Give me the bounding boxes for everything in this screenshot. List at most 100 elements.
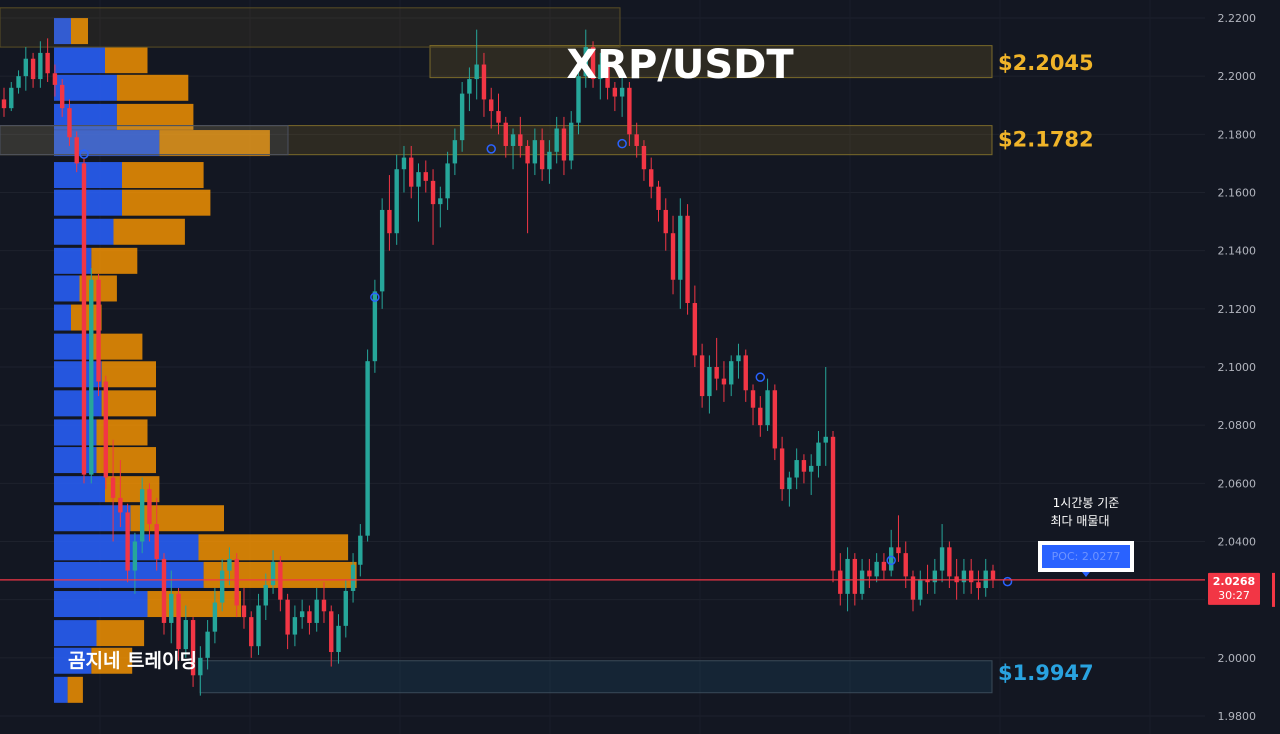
candle-body (241, 605, 247, 618)
poc-note-line2: 최다 매물대 (1050, 514, 1109, 528)
poc-pointer-icon (1082, 572, 1090, 577)
candle-body (765, 390, 770, 426)
candle-body (947, 547, 952, 577)
candle-body (779, 448, 785, 490)
y-tick-label: 2.1600 (1218, 187, 1257, 200)
level-zone-upper (0, 7, 621, 48)
markers (79, 138, 1013, 587)
candle-body (641, 145, 647, 170)
candle-body (925, 579, 930, 583)
candle-body (583, 47, 588, 77)
volume-profile-buy-bar (54, 620, 97, 647)
candle-body (89, 279, 94, 475)
candle-body (314, 599, 319, 623)
candle-body (888, 547, 894, 571)
candle-body (976, 582, 981, 589)
candle-body (219, 570, 225, 603)
candle-body (183, 620, 189, 650)
candle-body (678, 215, 683, 280)
candle-body (1, 99, 7, 109)
candle-body (249, 617, 254, 647)
volume-profile-sell-bar (113, 218, 185, 245)
candle-countdown: 30:27 (1218, 589, 1250, 602)
candle-body (430, 180, 436, 205)
watermark: 곰지네 트레이딩 (68, 650, 197, 672)
current-price-value: 2.0268 (1213, 575, 1255, 588)
candle-body (336, 625, 341, 653)
candle-body (627, 87, 632, 135)
candle-body (750, 390, 756, 408)
candle-body (910, 576, 916, 600)
candle-body (692, 303, 698, 356)
candle-body (365, 361, 370, 536)
poc-label: POC: 2.0277 (1052, 550, 1121, 563)
volume-profile-sell-bar (96, 620, 145, 647)
candle-body (481, 64, 487, 100)
volume-profile-sell-bar (91, 647, 133, 674)
volume-profile-sell-bar (130, 505, 224, 532)
candle-body (787, 477, 792, 490)
candle-body (67, 108, 72, 138)
candle-body (736, 355, 741, 362)
candle-body (125, 512, 130, 571)
signal-marker-icon (486, 144, 496, 154)
price-axis[interactable]: 2.2200 2.2000 2.1800 2.1600 2.1400 2.1200 2.10… (1218, 12, 1257, 723)
volume-profile-sell-bar (101, 390, 156, 417)
y-tick-label: 2.0600 (1218, 477, 1257, 490)
candle-body (350, 564, 356, 591)
current-price-tag: 2.0268 30:27 (1208, 572, 1275, 607)
volume-profile-sell-bar (91, 247, 138, 274)
candle-body (387, 209, 392, 234)
candle-body (9, 87, 14, 109)
candle-body (139, 489, 145, 542)
candle-body (961, 570, 967, 583)
volume-profile-buy-bar (54, 189, 122, 216)
candle-body (467, 79, 472, 94)
candle-body (278, 561, 283, 600)
volume-profile-sell-bar (159, 130, 270, 157)
volume-profile-sell-bar (122, 162, 204, 189)
candle-body (176, 593, 181, 650)
candle-body (256, 605, 261, 647)
y-tick-label: 2.1400 (1218, 245, 1257, 258)
level-label-top: $2.2045 (998, 51, 1094, 75)
candle-body (663, 209, 668, 234)
volume-profile-buy-bar (54, 47, 105, 74)
candle-body (227, 558, 232, 571)
y-tick-label: 2.0400 (1218, 536, 1257, 549)
candle-body (496, 111, 501, 123)
candle-body (285, 599, 290, 635)
candle-body (74, 137, 79, 164)
candle-body (96, 279, 101, 382)
candle-body (81, 163, 87, 475)
signal-marker-icon (755, 372, 766, 382)
candle-body (707, 367, 712, 397)
candle-body (38, 52, 43, 80)
candle-body (772, 390, 778, 449)
y-tick-label: 2.2000 (1218, 70, 1257, 83)
candle-body (896, 547, 901, 554)
candle-body (190, 620, 196, 676)
candle-body (729, 361, 734, 385)
candle-body (489, 99, 494, 112)
candle-body (619, 87, 625, 97)
candle-body (859, 570, 865, 594)
signal-marker-icon (886, 555, 896, 566)
volume-profile-buy-bar (54, 676, 68, 703)
level-zone (0, 125, 993, 156)
candle-body (110, 477, 116, 498)
candle-body (459, 93, 465, 141)
volume-profile-sell-bar (67, 676, 83, 703)
signal-marker-icon (79, 149, 89, 159)
candle-body (554, 128, 559, 152)
signal-marker-icon (370, 292, 380, 302)
candle-body (816, 442, 821, 466)
candle-body (103, 381, 109, 478)
candle-body (474, 64, 479, 80)
candle-body (699, 355, 705, 397)
candle-body (59, 84, 65, 109)
candle-body (299, 611, 305, 618)
candle-body (510, 134, 516, 146)
candle-body (161, 558, 167, 623)
